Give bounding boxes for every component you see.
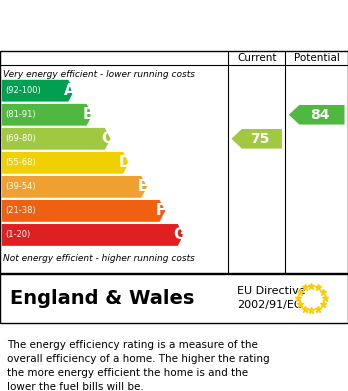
Polygon shape [2, 80, 74, 102]
Polygon shape [2, 200, 165, 222]
Text: (21-38): (21-38) [5, 206, 36, 215]
Text: Potential: Potential [294, 53, 340, 63]
Text: Energy Efficiency Rating: Energy Efficiency Rating [10, 16, 259, 34]
Text: The energy efficiency rating is a measure of the
overall efficiency of a home. T: The energy efficiency rating is a measur… [7, 340, 270, 391]
Text: (92-100): (92-100) [5, 86, 41, 95]
Text: G: G [173, 228, 186, 242]
Text: (69-80): (69-80) [5, 134, 36, 143]
Polygon shape [289, 105, 345, 125]
Text: Very energy efficient - lower running costs: Very energy efficient - lower running co… [3, 70, 196, 79]
Text: (39-54): (39-54) [5, 182, 36, 191]
Text: (81-91): (81-91) [5, 110, 36, 119]
Text: E: E [138, 179, 148, 194]
Text: 84: 84 [310, 108, 330, 122]
Polygon shape [231, 129, 282, 149]
Text: (1-20): (1-20) [5, 230, 31, 239]
Text: C: C [101, 131, 112, 146]
Text: 75: 75 [251, 132, 270, 146]
Text: F: F [156, 203, 166, 219]
Polygon shape [2, 152, 129, 174]
Polygon shape [2, 104, 92, 126]
Polygon shape [2, 176, 147, 198]
Polygon shape [2, 224, 183, 246]
Text: EU Directive: EU Directive [237, 286, 305, 296]
Text: England & Wales: England & Wales [10, 289, 195, 308]
Text: Not energy efficient - higher running costs: Not energy efficient - higher running co… [3, 254, 195, 263]
Text: 2002/91/EC: 2002/91/EC [237, 300, 301, 310]
Text: A: A [64, 83, 76, 98]
Polygon shape [2, 128, 111, 150]
Text: (55-68): (55-68) [5, 158, 36, 167]
Text: B: B [82, 107, 94, 122]
Text: D: D [118, 155, 131, 170]
Text: Current: Current [237, 53, 276, 63]
